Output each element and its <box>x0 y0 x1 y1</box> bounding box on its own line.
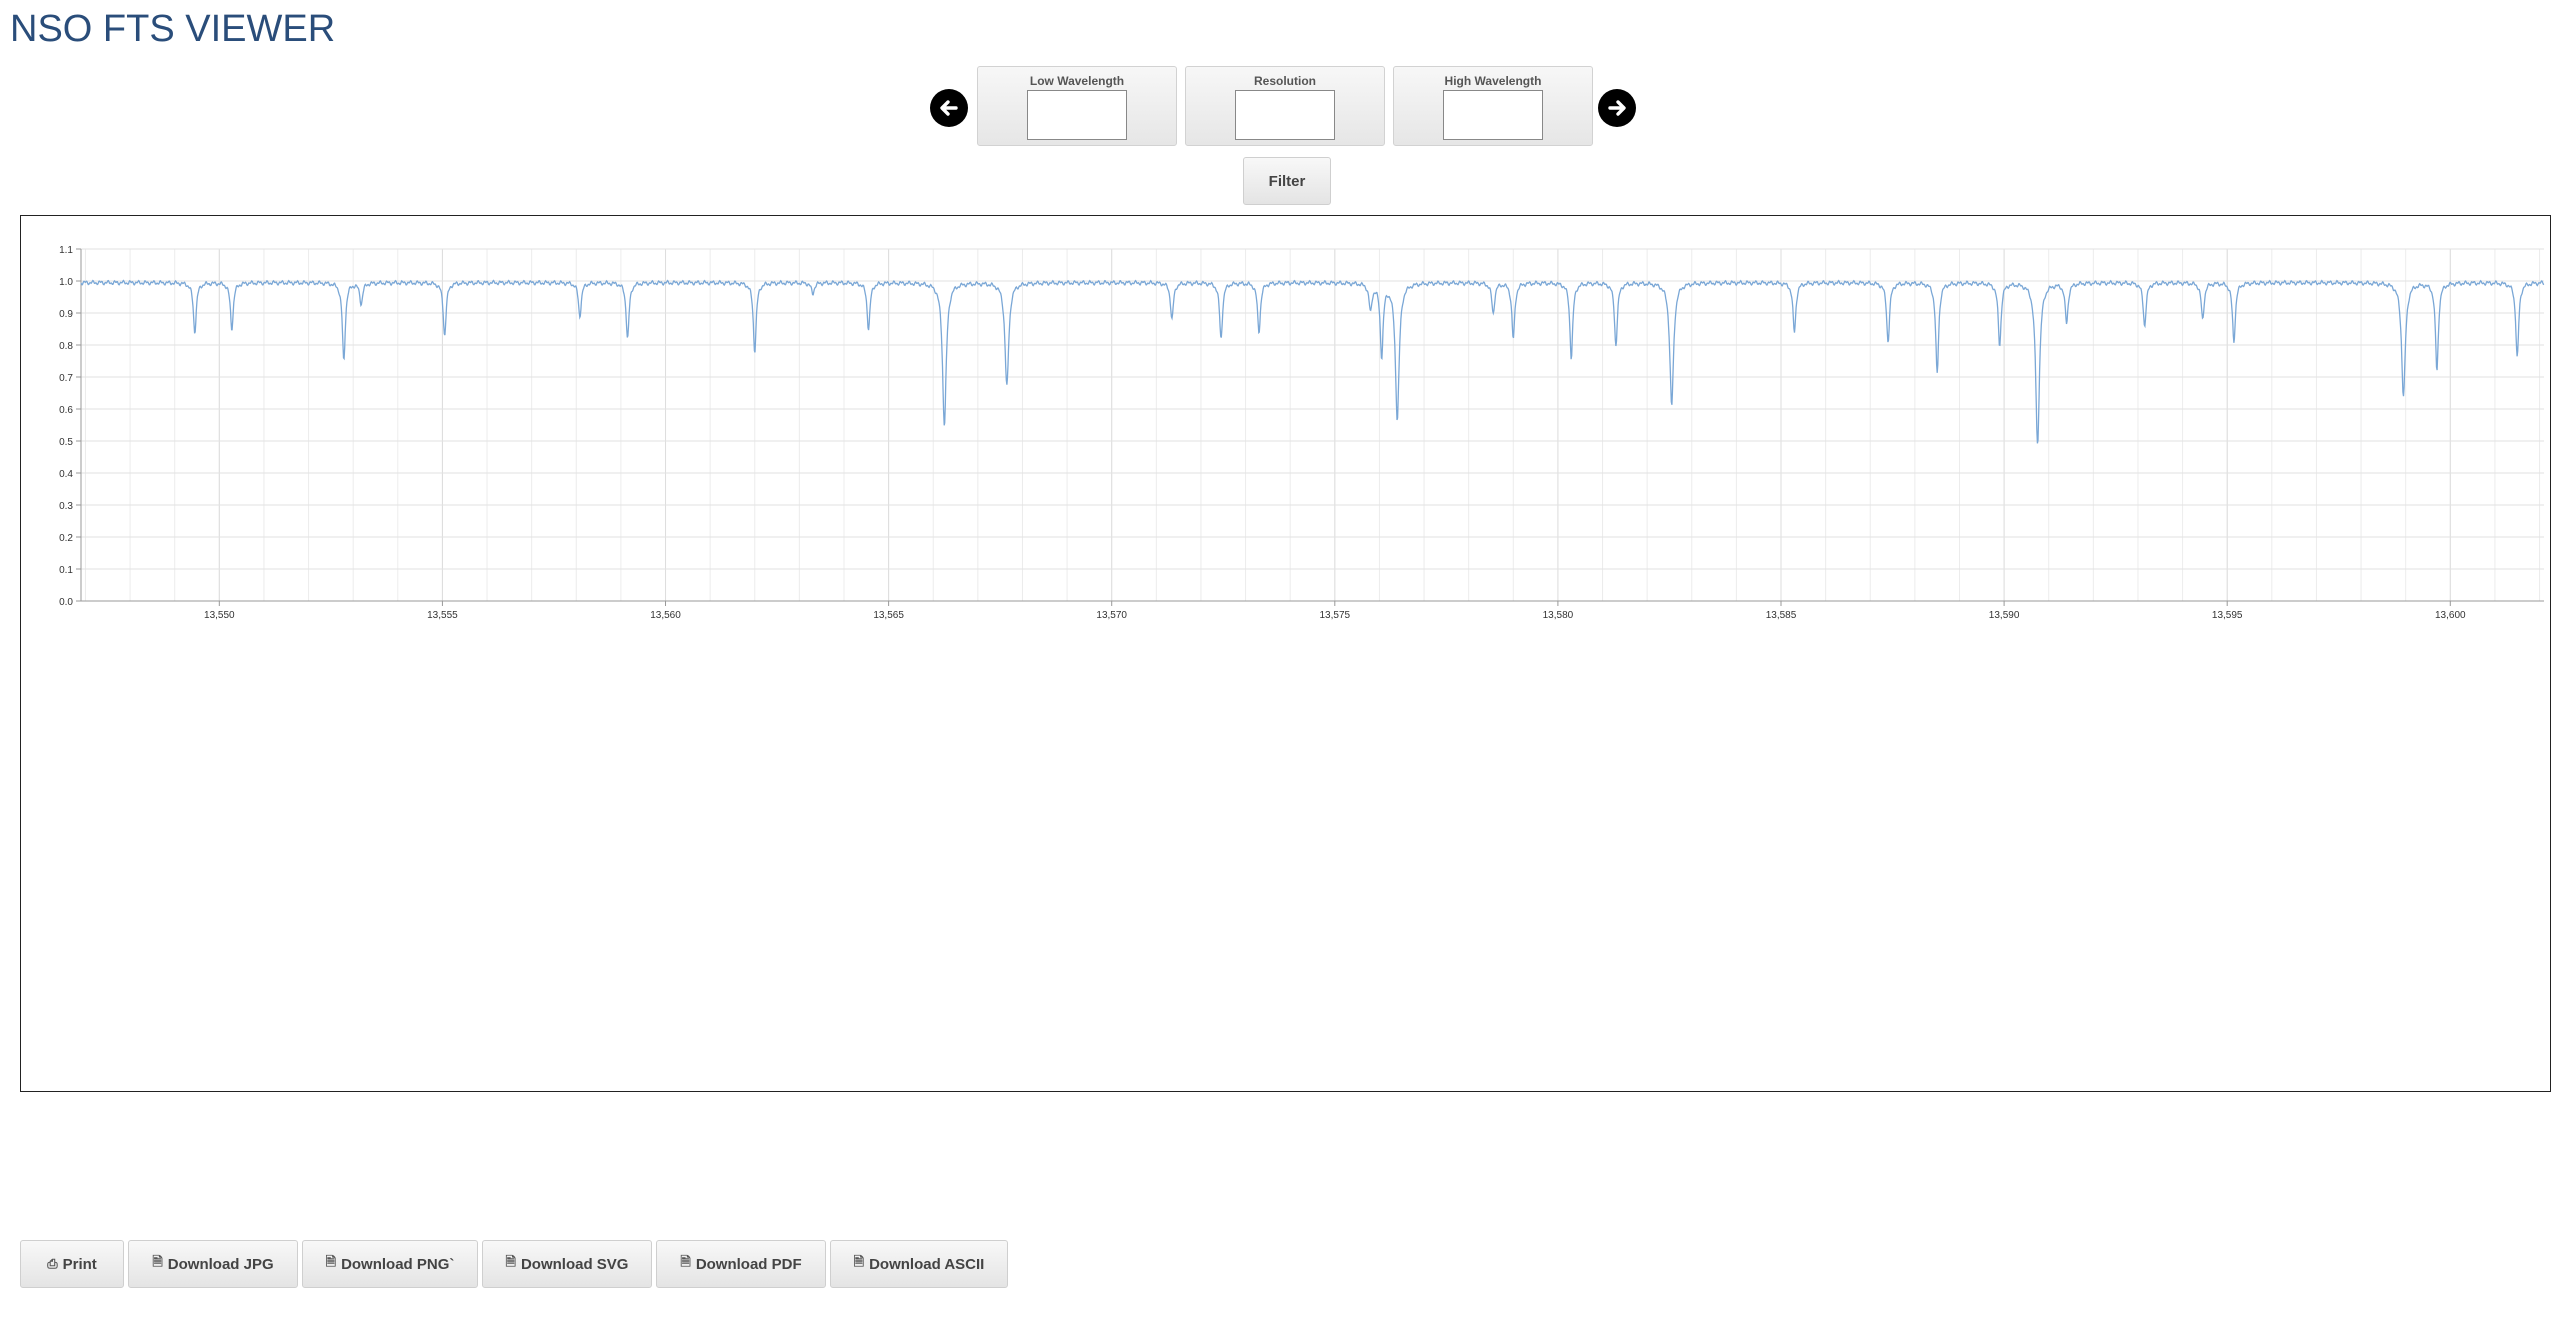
x-tick-label: 13,570 <box>1096 610 1127 621</box>
x-tick-label: 13,560 <box>650 610 681 621</box>
arrow-right-circle-icon <box>1608 100 1626 116</box>
x-tick-label: 13,590 <box>1989 610 2020 621</box>
download-png-button[interactable]: 🗎 Download PNG` <box>302 1240 478 1288</box>
download-svg-label: Download SVG <box>520 1255 629 1273</box>
printer-icon: ⎙ <box>47 1256 58 1271</box>
resolution-input[interactable] <box>1235 90 1335 140</box>
low-wavelength-label: Low Wavelength <box>1029 74 1125 88</box>
x-tick-label: 13,595 <box>2212 610 2243 621</box>
y-tick-label: 1.1 <box>59 245 73 256</box>
y-tick-label: 0.8 <box>59 341 73 352</box>
download-ascii-label: Download ASCII <box>869 1255 985 1273</box>
next-range-button[interactable] <box>1598 89 1636 127</box>
y-tick-label: 0.4 <box>59 469 73 480</box>
print-button[interactable]: ⎙ Print <box>20 1240 124 1288</box>
x-tick-label: 13,575 <box>1320 610 1351 621</box>
low-wavelength-input[interactable] <box>1027 90 1127 140</box>
filter-button[interactable]: Filter <box>1243 157 1331 205</box>
x-tick-label: 13,600 <box>2435 610 2466 621</box>
y-tick-label: 0.7 <box>59 373 73 384</box>
file-text-icon: 🗎 <box>853 1254 865 1269</box>
page-title: NSO FTS VIEWER <box>10 8 336 50</box>
wavelength-controls: Low Wavelength Resolution High Wavelengt… <box>928 63 1638 147</box>
y-tick-label: 0.6 <box>59 405 73 416</box>
download-jpg-label: Download JPG <box>167 1255 274 1273</box>
download-jpg-button[interactable]: 🗎 Download JPG <box>128 1240 298 1288</box>
y-tick-label: 0.1 <box>59 565 73 576</box>
y-tick-label: 0.9 <box>59 309 73 320</box>
download-pdf-button[interactable]: 🗎 Download PDF <box>656 1240 826 1288</box>
file-image-icon: 🗎 <box>325 1254 337 1269</box>
file-image-icon: 🗎 <box>152 1254 163 1269</box>
x-tick-label: 13,555 <box>427 610 458 621</box>
arrow-left-circle-icon <box>940 100 958 116</box>
prev-range-button[interactable] <box>930 89 968 127</box>
y-tick-label: 0.0 <box>59 597 73 608</box>
high-wavelength-box: High Wavelength <box>1393 66 1593 146</box>
low-wavelength-box: Low Wavelength <box>977 66 1177 146</box>
high-wavelength-label: High Wavelength <box>1444 74 1542 88</box>
y-tick-label: 1.0 <box>59 277 73 288</box>
x-tick-label: 13,580 <box>1543 610 1574 621</box>
file-image-icon: 🗎 <box>505 1254 516 1269</box>
download-ascii-button[interactable]: 🗎 Download ASCII <box>830 1240 1008 1288</box>
spectrum-series-line <box>80 279 2545 444</box>
grid-minor <box>84 249 2541 601</box>
y-tick-label: 0.3 <box>59 501 73 512</box>
high-wavelength-input[interactable] <box>1443 90 1543 140</box>
resolution-box: Resolution <box>1185 66 1385 146</box>
y-tick-label: 0.2 <box>59 533 73 544</box>
download-pdf-label: Download PDF <box>695 1255 802 1273</box>
absorption-markers <box>194 293 2518 445</box>
x-tick-label: 13,565 <box>873 610 904 621</box>
resolution-label: Resolution <box>1254 74 1316 88</box>
download-png-label: Download PNG` <box>341 1255 455 1273</box>
grid-major <box>81 248 2544 602</box>
file-pdf-icon: 🗎 <box>680 1254 691 1269</box>
spectrum-chart: 0.0 0.1 0.2 0.3 0.4 0.5 0.6 0.7 0.8 0.9 1.0 1.1 13,5… <box>20 215 2551 1092</box>
x-tick-label: 13,550 <box>204 610 235 621</box>
x-tick-label: 13,585 <box>1766 610 1797 621</box>
print-label: Print <box>62 1255 97 1273</box>
download-svg-button[interactable]: 🗎 Download SVG <box>482 1240 652 1288</box>
y-tick-label: 0.5 <box>59 437 73 448</box>
spectrum-plot: 0.0 0.1 0.2 0.3 0.4 0.5 0.6 0.7 0.8 0.9 1.0 1.1 13,5… <box>59 245 2545 621</box>
